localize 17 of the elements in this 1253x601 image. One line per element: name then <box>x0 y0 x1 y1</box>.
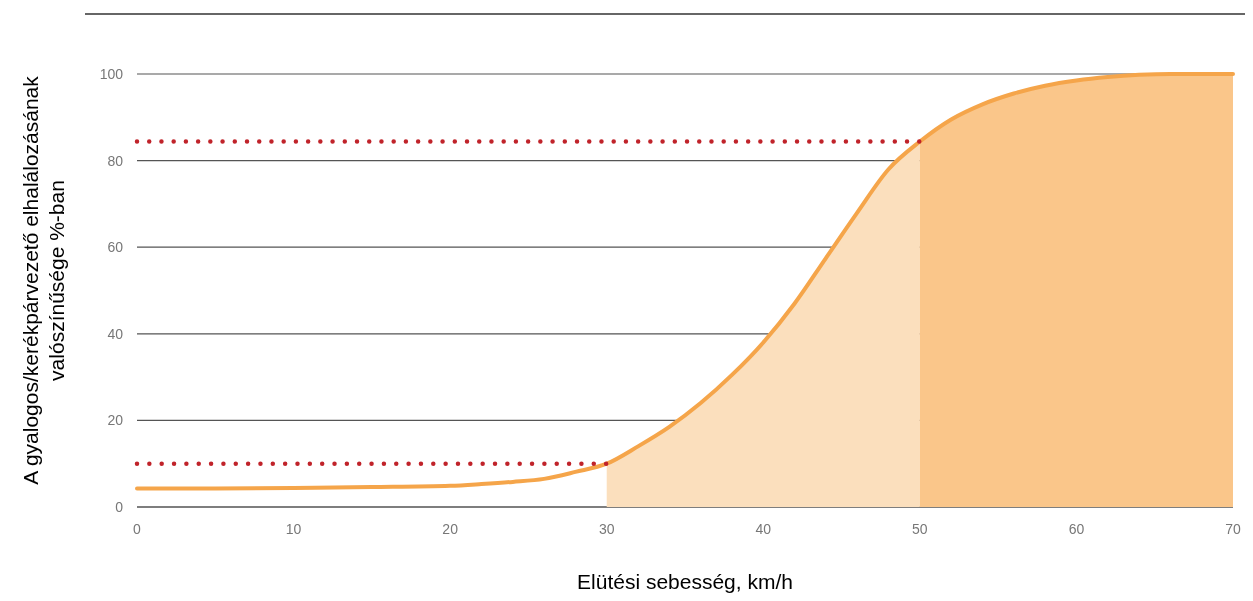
y-axis-title: A gyalogos/kerékpárvezető elhalálozásának valószínűsége %-ban <box>19 75 68 485</box>
x-tick-label: 70 <box>1225 521 1241 537</box>
y-tick-label: 20 <box>107 412 124 429</box>
y-tick-label: 100 <box>99 65 124 82</box>
x-tick-label: 30 <box>598 521 615 537</box>
line-series <box>135 72 1235 491</box>
y-tick-label: 40 <box>107 325 124 342</box>
y-tick-label: 80 <box>107 152 124 169</box>
x-tick-label: 40 <box>755 521 772 537</box>
x-tick-label: 60 <box>1068 521 1085 537</box>
x-axis-title: Elütési sebesség, km/h <box>577 570 793 593</box>
x-tick-label: 0 <box>133 521 142 537</box>
x-tick-label: 20 <box>442 521 459 537</box>
y-tick-label: 0 <box>115 498 124 515</box>
y-tick-label: 60 <box>107 239 124 256</box>
x-tick-label: 50 <box>912 521 928 537</box>
x-tick-label: 10 <box>285 521 302 537</box>
